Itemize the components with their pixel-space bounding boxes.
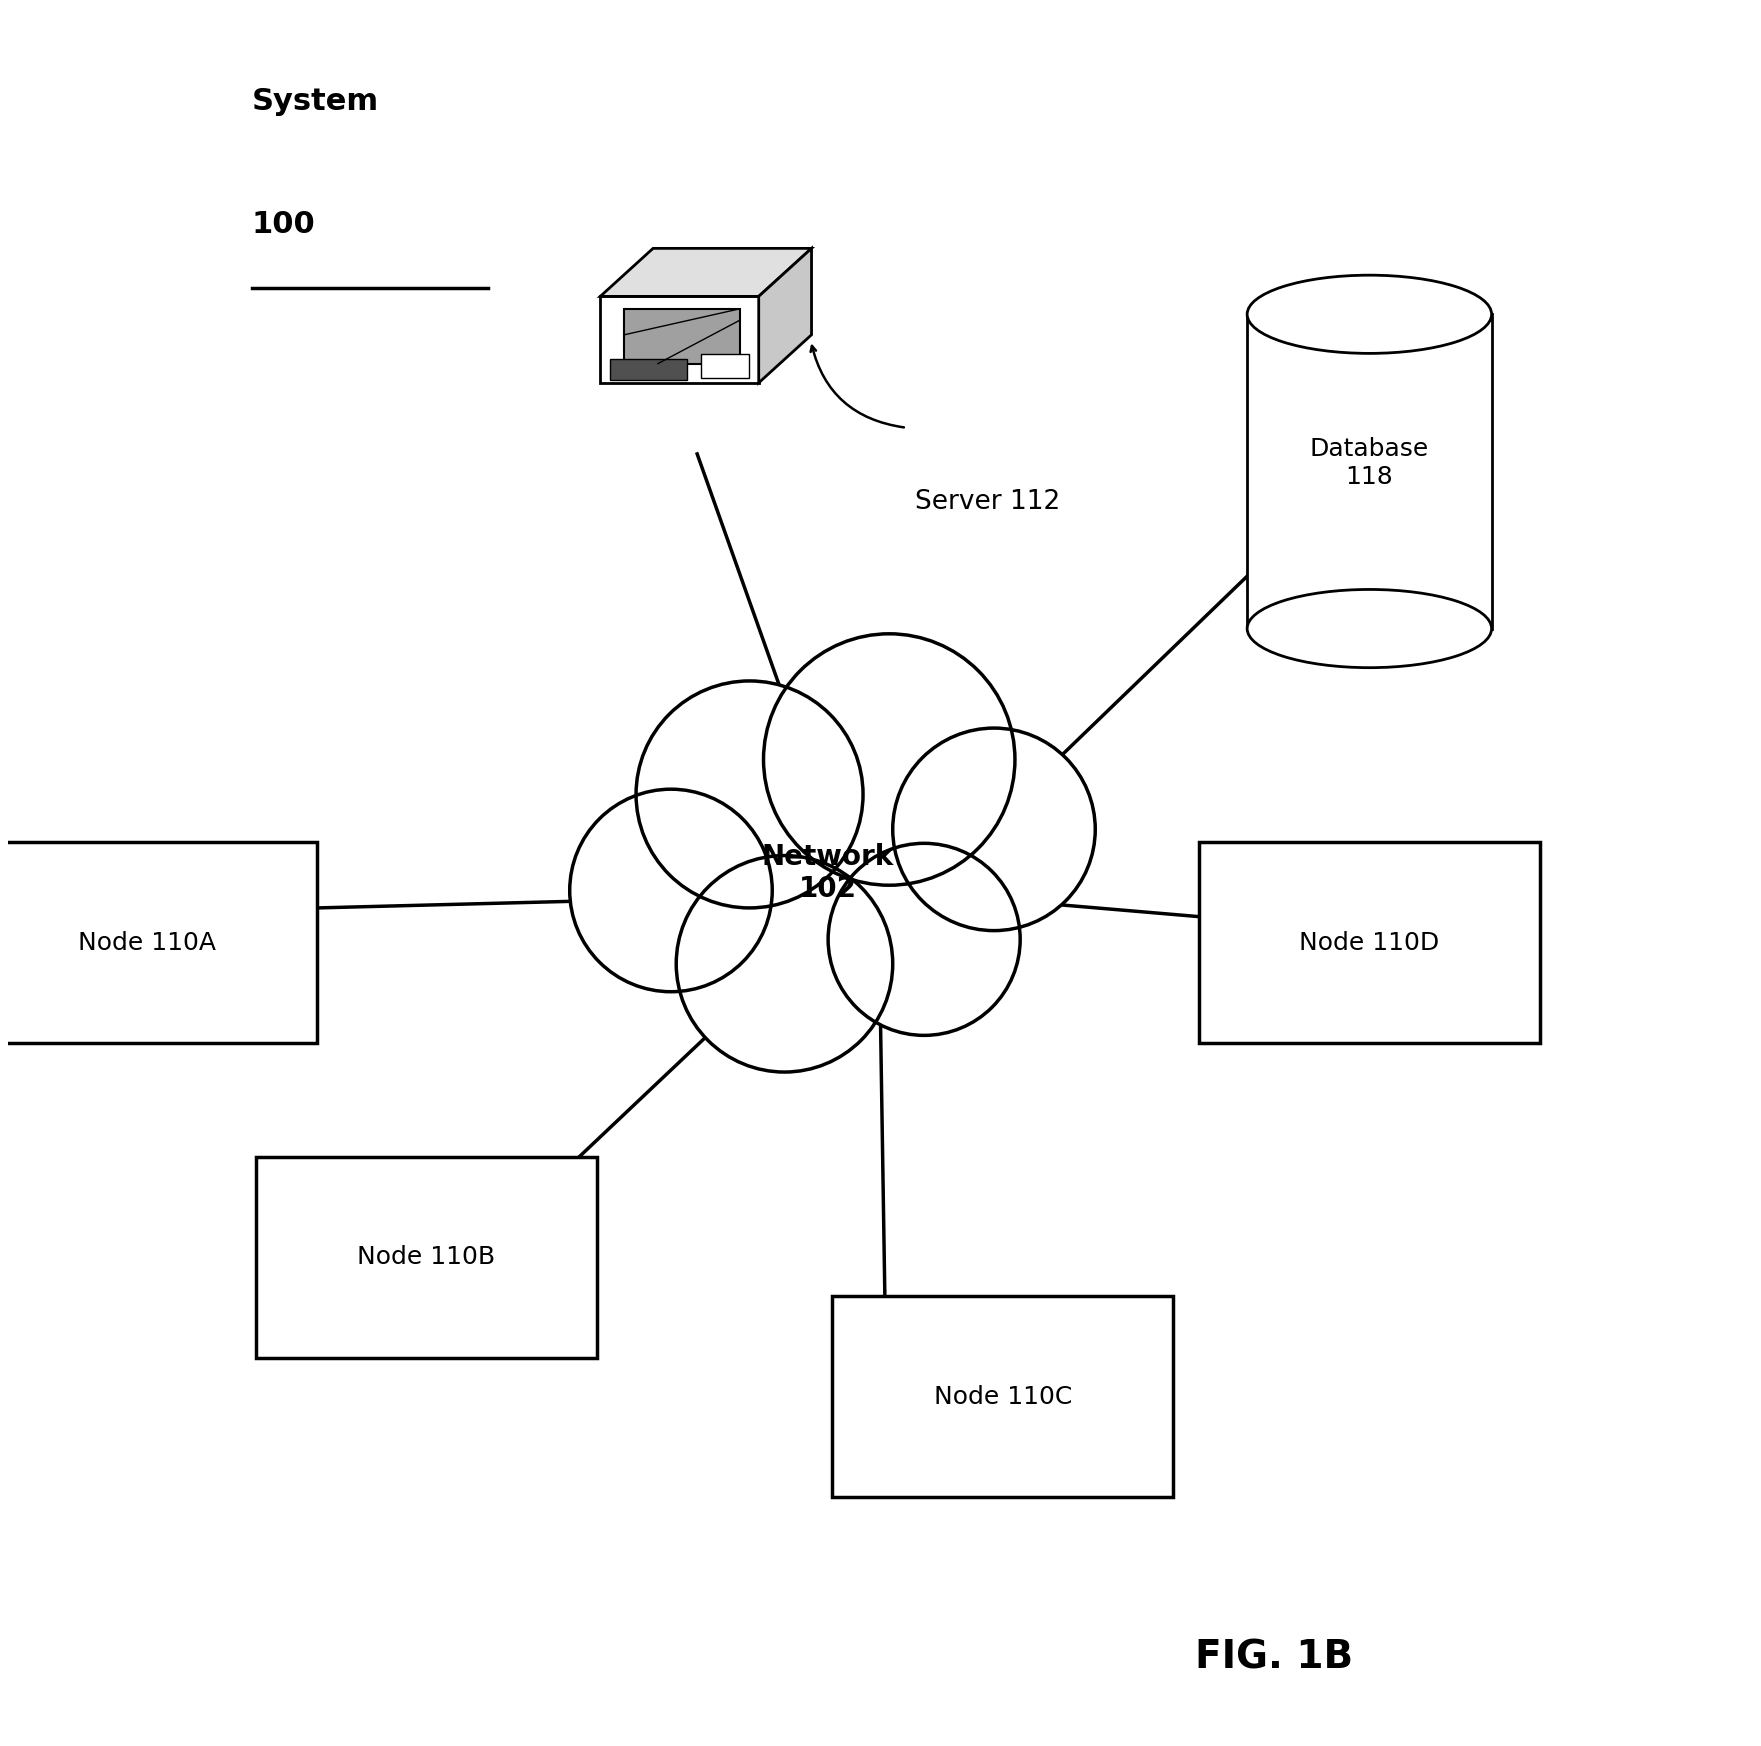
Polygon shape [601,297,759,382]
Circle shape [893,728,1095,931]
Polygon shape [609,358,687,381]
Text: FIG. 1B: FIG. 1B [1194,1638,1352,1676]
Circle shape [636,681,863,908]
Text: 100: 100 [252,210,315,239]
FancyBboxPatch shape [257,1156,597,1358]
Circle shape [828,843,1020,1035]
Text: Node 110B: Node 110B [357,1245,495,1269]
Ellipse shape [1247,276,1492,353]
FancyBboxPatch shape [0,842,317,1042]
Text: Database
118: Database 118 [1310,436,1428,489]
Text: Server 112: Server 112 [916,489,1060,515]
Polygon shape [601,248,812,297]
Text: Node 110A: Node 110A [77,931,217,955]
Ellipse shape [1247,590,1492,667]
FancyBboxPatch shape [1199,842,1539,1042]
Text: Node 110C: Node 110C [933,1385,1072,1409]
Polygon shape [701,354,748,377]
Polygon shape [759,248,812,382]
Polygon shape [623,309,740,363]
Circle shape [676,856,893,1072]
Text: Node 110D: Node 110D [1300,931,1439,955]
Text: Network
102: Network 102 [763,843,895,903]
FancyBboxPatch shape [833,1296,1173,1496]
Polygon shape [1247,314,1492,629]
Text: System: System [252,87,379,117]
Circle shape [571,789,773,992]
Circle shape [764,634,1014,885]
